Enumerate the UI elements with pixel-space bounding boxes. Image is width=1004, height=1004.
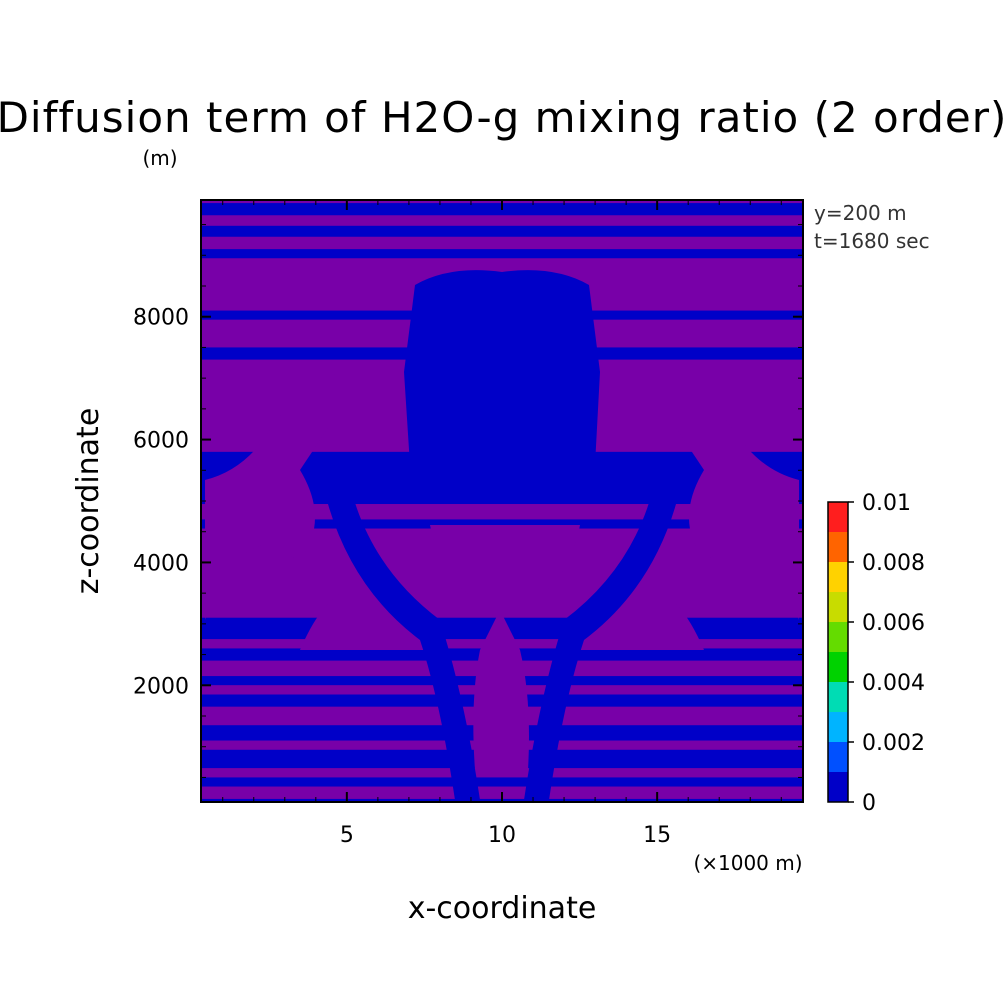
colorbar-segment [828,772,848,802]
contour-band [201,236,803,250]
colorbar-tick-label: 0.006 [862,611,925,636]
x-tick-label: 15 [643,823,671,848]
colorbar-segment [828,502,848,532]
annotation-t: t=1680 sec [814,229,930,253]
y-tick-label: 6000 [133,429,189,454]
contour-region [320,460,480,800]
colorbar-segment [828,592,848,622]
annotation-y: y=200 m [814,201,907,225]
colorbar-tick-label: 0.008 [862,551,925,576]
colorbar-tick-label: 0.01 [862,491,911,516]
x-axis-label: x-coordinate [408,891,597,926]
x-unit-label: (×1000 m) [693,851,802,875]
contour-shapes [205,270,799,800]
x-axis: 5 10 15 [340,200,671,848]
colorbar-tick-label: 0.004 [862,671,925,696]
colorbar-frame [827,501,849,803]
contour-region [524,460,684,800]
contour-band [201,258,803,274]
colorbar-tick-label: 0.002 [862,731,925,756]
y-axis: 2000 4000 6000 8000 [133,306,803,699]
contour-band [201,519,803,529]
contour-band [201,215,803,226]
y-tick-label: 8000 [133,306,189,331]
y-tick-label: 4000 [133,551,189,576]
y-tick-label: 2000 [133,674,189,699]
colorbar-segment [828,562,848,592]
contour-region [205,372,336,620]
plot-area [201,200,803,802]
colorbar-segment [828,532,848,562]
contour-band [201,768,803,778]
colorbar-tick-label: 0 [862,791,876,816]
y-unit-label: (m) [142,146,177,170]
y-axis-label: z-coordinate [71,408,106,595]
contour-region [473,610,529,770]
colorbar-segment [828,682,848,712]
colorbar: 0 0.002 0.004 0.006 0.008 0.01 [827,491,925,816]
colorbar-segment [828,652,848,682]
x-tick-label: 5 [340,823,354,848]
colorbar-segment [828,712,848,742]
chart-title: Diffusion term of H2O-g mixing ratio (2 … [0,93,1004,142]
colorbar-segment [828,742,848,772]
contour-band [201,225,803,237]
contour-band [201,777,803,787]
contour-region [404,270,600,465]
minor-ticks [201,200,803,802]
contour-region [430,525,580,595]
x-tick-label: 10 [488,823,516,848]
contour-band [201,249,803,259]
contour-region [668,372,799,620]
colorbar-segment [828,622,848,652]
